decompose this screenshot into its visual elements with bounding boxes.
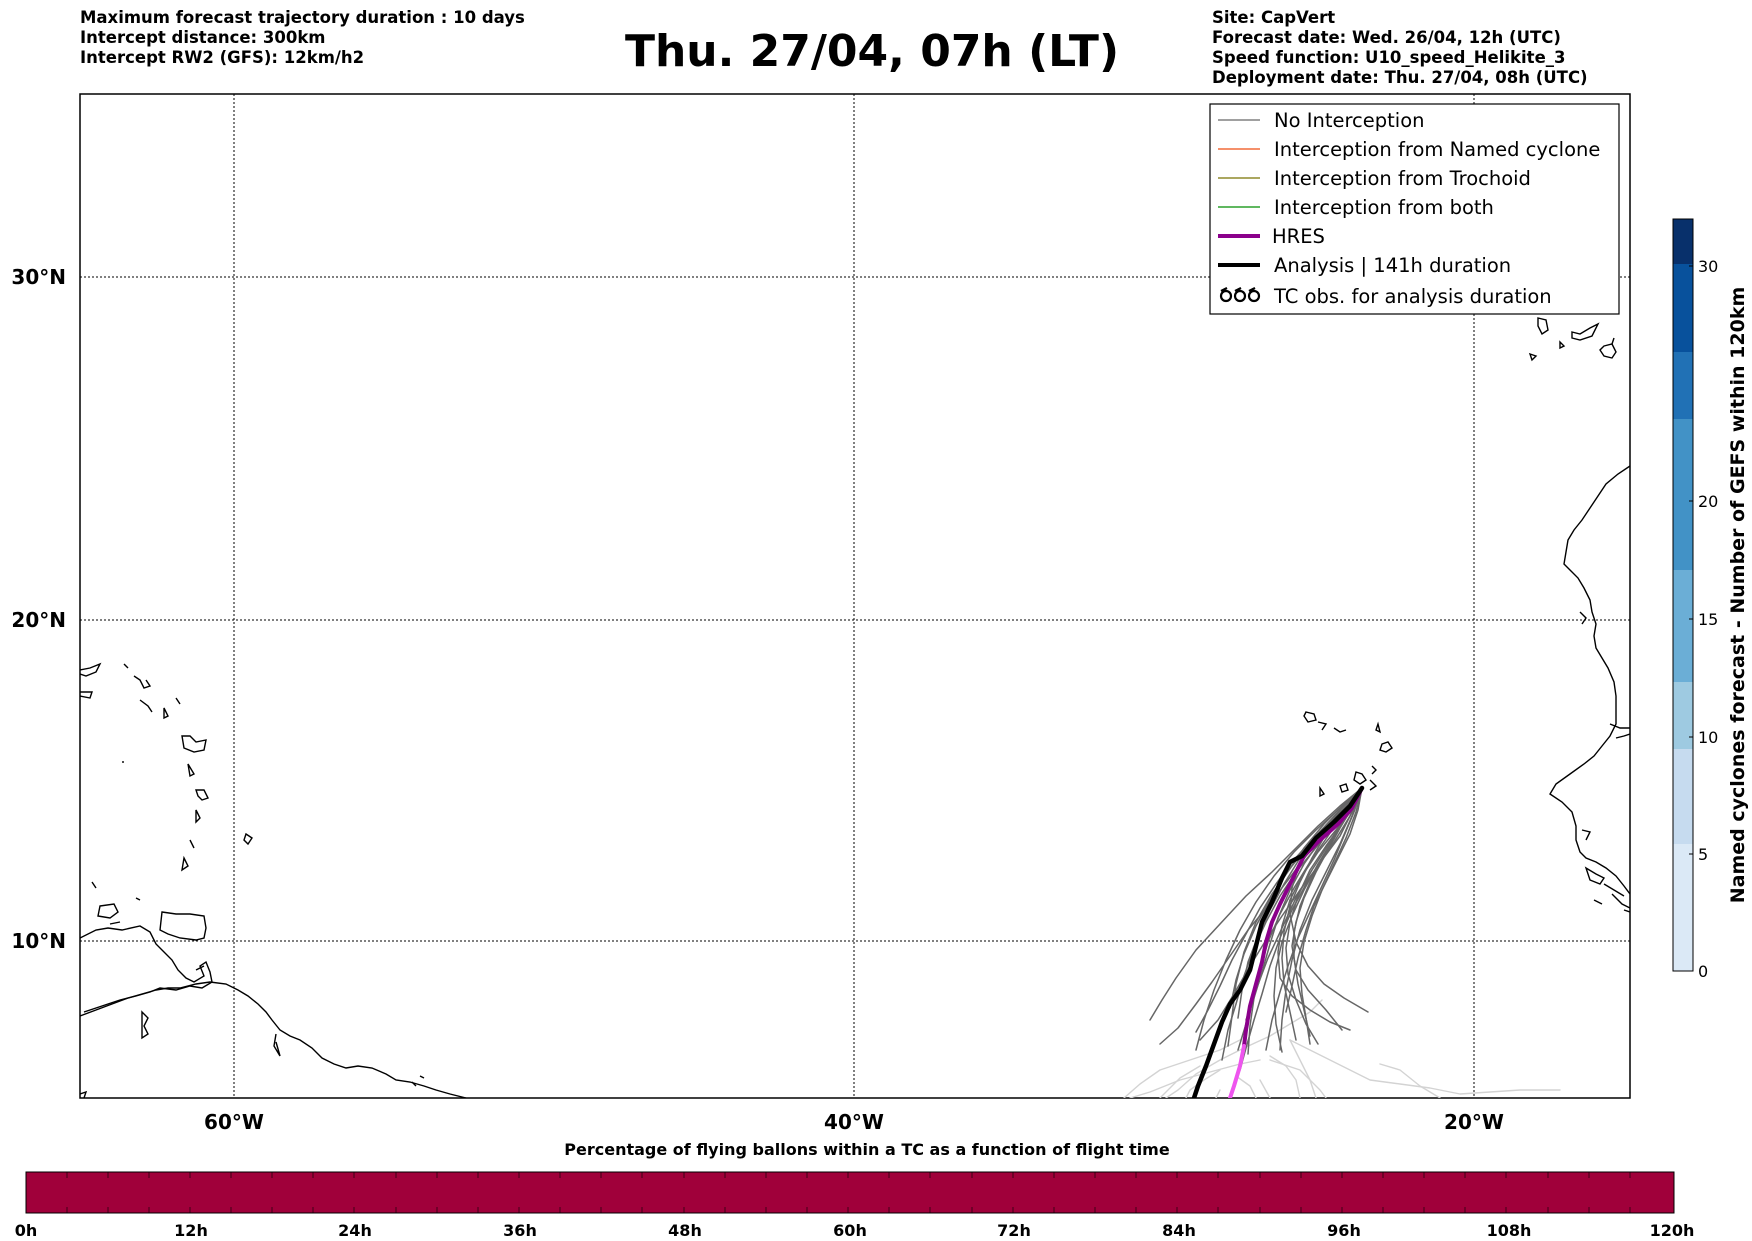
- speed-function-text: Speed function: U10_speed_Helikite_3: [1212, 48, 1566, 67]
- legend-label-trochoid: Interception from Trochoid: [1274, 167, 1531, 190]
- legend-label-hres: HRES: [1272, 225, 1325, 248]
- coastline-africa: [1303, 317, 1630, 913]
- forecast-date-text: Forecast date: Wed. 26/04, 12h (UTC): [1212, 28, 1561, 47]
- coastline-americas: [80, 662, 467, 1098]
- time-tick-label: 84h: [1162, 1221, 1196, 1240]
- bottom-colorbar-minor-ticks: [66, 1172, 1631, 1213]
- right-colorbar-label: Named cyclones forecast - Number of GEFS…: [1727, 287, 1749, 904]
- bottom-colorbar-labels: 0h 12h 24h 36h 48h 60h 72h 84h 96h 108h …: [15, 1221, 1695, 1240]
- analysis-trajectory: [1191, 785, 1365, 1098]
- graticule: [80, 94, 1630, 1098]
- lon-tick-label: 40°W: [824, 1110, 884, 1134]
- lon-tick-label: 20°W: [1444, 1110, 1504, 1134]
- hres-trajectory: [1242, 786, 1364, 1048]
- legend-label-no-interception: No Interception: [1274, 109, 1425, 132]
- cb-border: [1672, 218, 1694, 972]
- cb-tick-marks: [1689, 265, 1693, 972]
- time-tick-label: 36h: [503, 1221, 537, 1240]
- site-text: Site: CapVert: [1212, 8, 1336, 27]
- time-tick-label: 48h: [668, 1221, 702, 1240]
- right-colorbar: 0 5 10 15 20 30 Named cyclones forecast …: [1672, 218, 1749, 981]
- time-tick-label: 0h: [15, 1221, 38, 1240]
- trajectory-ensemble: [1123, 785, 1561, 1098]
- header-info-left: Maximum forecast trajectory duration : 1…: [80, 8, 525, 68]
- header-info-right: Site: CapVert Forecast date: Wed. 26/04,…: [1212, 8, 1588, 88]
- time-tick-label: 108h: [1487, 1221, 1532, 1240]
- bottom-colorbar: Percentage of flying ballons within a TC…: [15, 1140, 1695, 1240]
- max-duration-text: Maximum forecast trajectory duration : 1…: [80, 8, 525, 27]
- map-title-text: Thu. 27/04, 07h (LT): [624, 26, 1120, 77]
- tc-symbol-icon: [1219, 287, 1261, 303]
- legend: No Interception Interception from Named …: [1209, 103, 1620, 315]
- bottom-colorbar-bar: [25, 1171, 1675, 1214]
- time-tick-label: 96h: [1327, 1221, 1361, 1240]
- map-title: Thu. 27/04, 07h (LT): [0, 24, 1752, 80]
- lat-axis-labels: 30°N 20°N 10°N: [11, 265, 66, 953]
- hres-trajectory-late: [1228, 1044, 1246, 1098]
- map-area: [80, 94, 1630, 1098]
- intercept-rw2-text: Intercept RW2 (GFS): 12km/h2: [80, 48, 365, 67]
- lat-tick-label: 10°N: [11, 929, 66, 953]
- time-tick-label: 12h: [174, 1221, 208, 1240]
- legend-label-analysis: Analysis | 141h duration: [1274, 254, 1511, 277]
- cb-tick-label: 10: [1698, 728, 1718, 747]
- legend-label-both: Interception from both: [1274, 196, 1494, 219]
- cb-tick-label: 5: [1698, 845, 1708, 864]
- time-tick-label: 24h: [338, 1221, 372, 1240]
- bottom-colorbar-title: Percentage of flying ballons within a TC…: [564, 1140, 1170, 1159]
- lon-axis-labels: 60°W 40°W 20°W: [204, 1110, 1504, 1134]
- lat-tick-label: 20°N: [11, 608, 66, 632]
- cb-tick-label: 20: [1698, 492, 1718, 511]
- intercept-distance-text: Intercept distance: 300km: [80, 28, 326, 47]
- cb-tick-label: 0: [1698, 962, 1708, 981]
- legend-box: [1209, 103, 1620, 315]
- legend-label-tc-obs: TC obs. for analysis duration: [1273, 285, 1552, 308]
- lon-tick-label: 60°W: [204, 1110, 264, 1134]
- lat-tick-label: 30°N: [11, 265, 66, 289]
- cb-tick-label: 15: [1698, 610, 1718, 629]
- cb-tick-label: 30: [1698, 257, 1718, 276]
- cb-segment: [1673, 219, 1693, 264]
- time-tick-label: 72h: [997, 1221, 1031, 1240]
- deployment-date-text: Deployment date: Thu. 27/04, 08h (UTC): [1212, 68, 1588, 87]
- time-tick-label: 120h: [1650, 1221, 1695, 1240]
- legend-label-named-cyclone: Interception from Named cyclone: [1274, 138, 1600, 161]
- faded-trajectories: [1123, 999, 1561, 1098]
- time-tick-label: 60h: [833, 1221, 867, 1240]
